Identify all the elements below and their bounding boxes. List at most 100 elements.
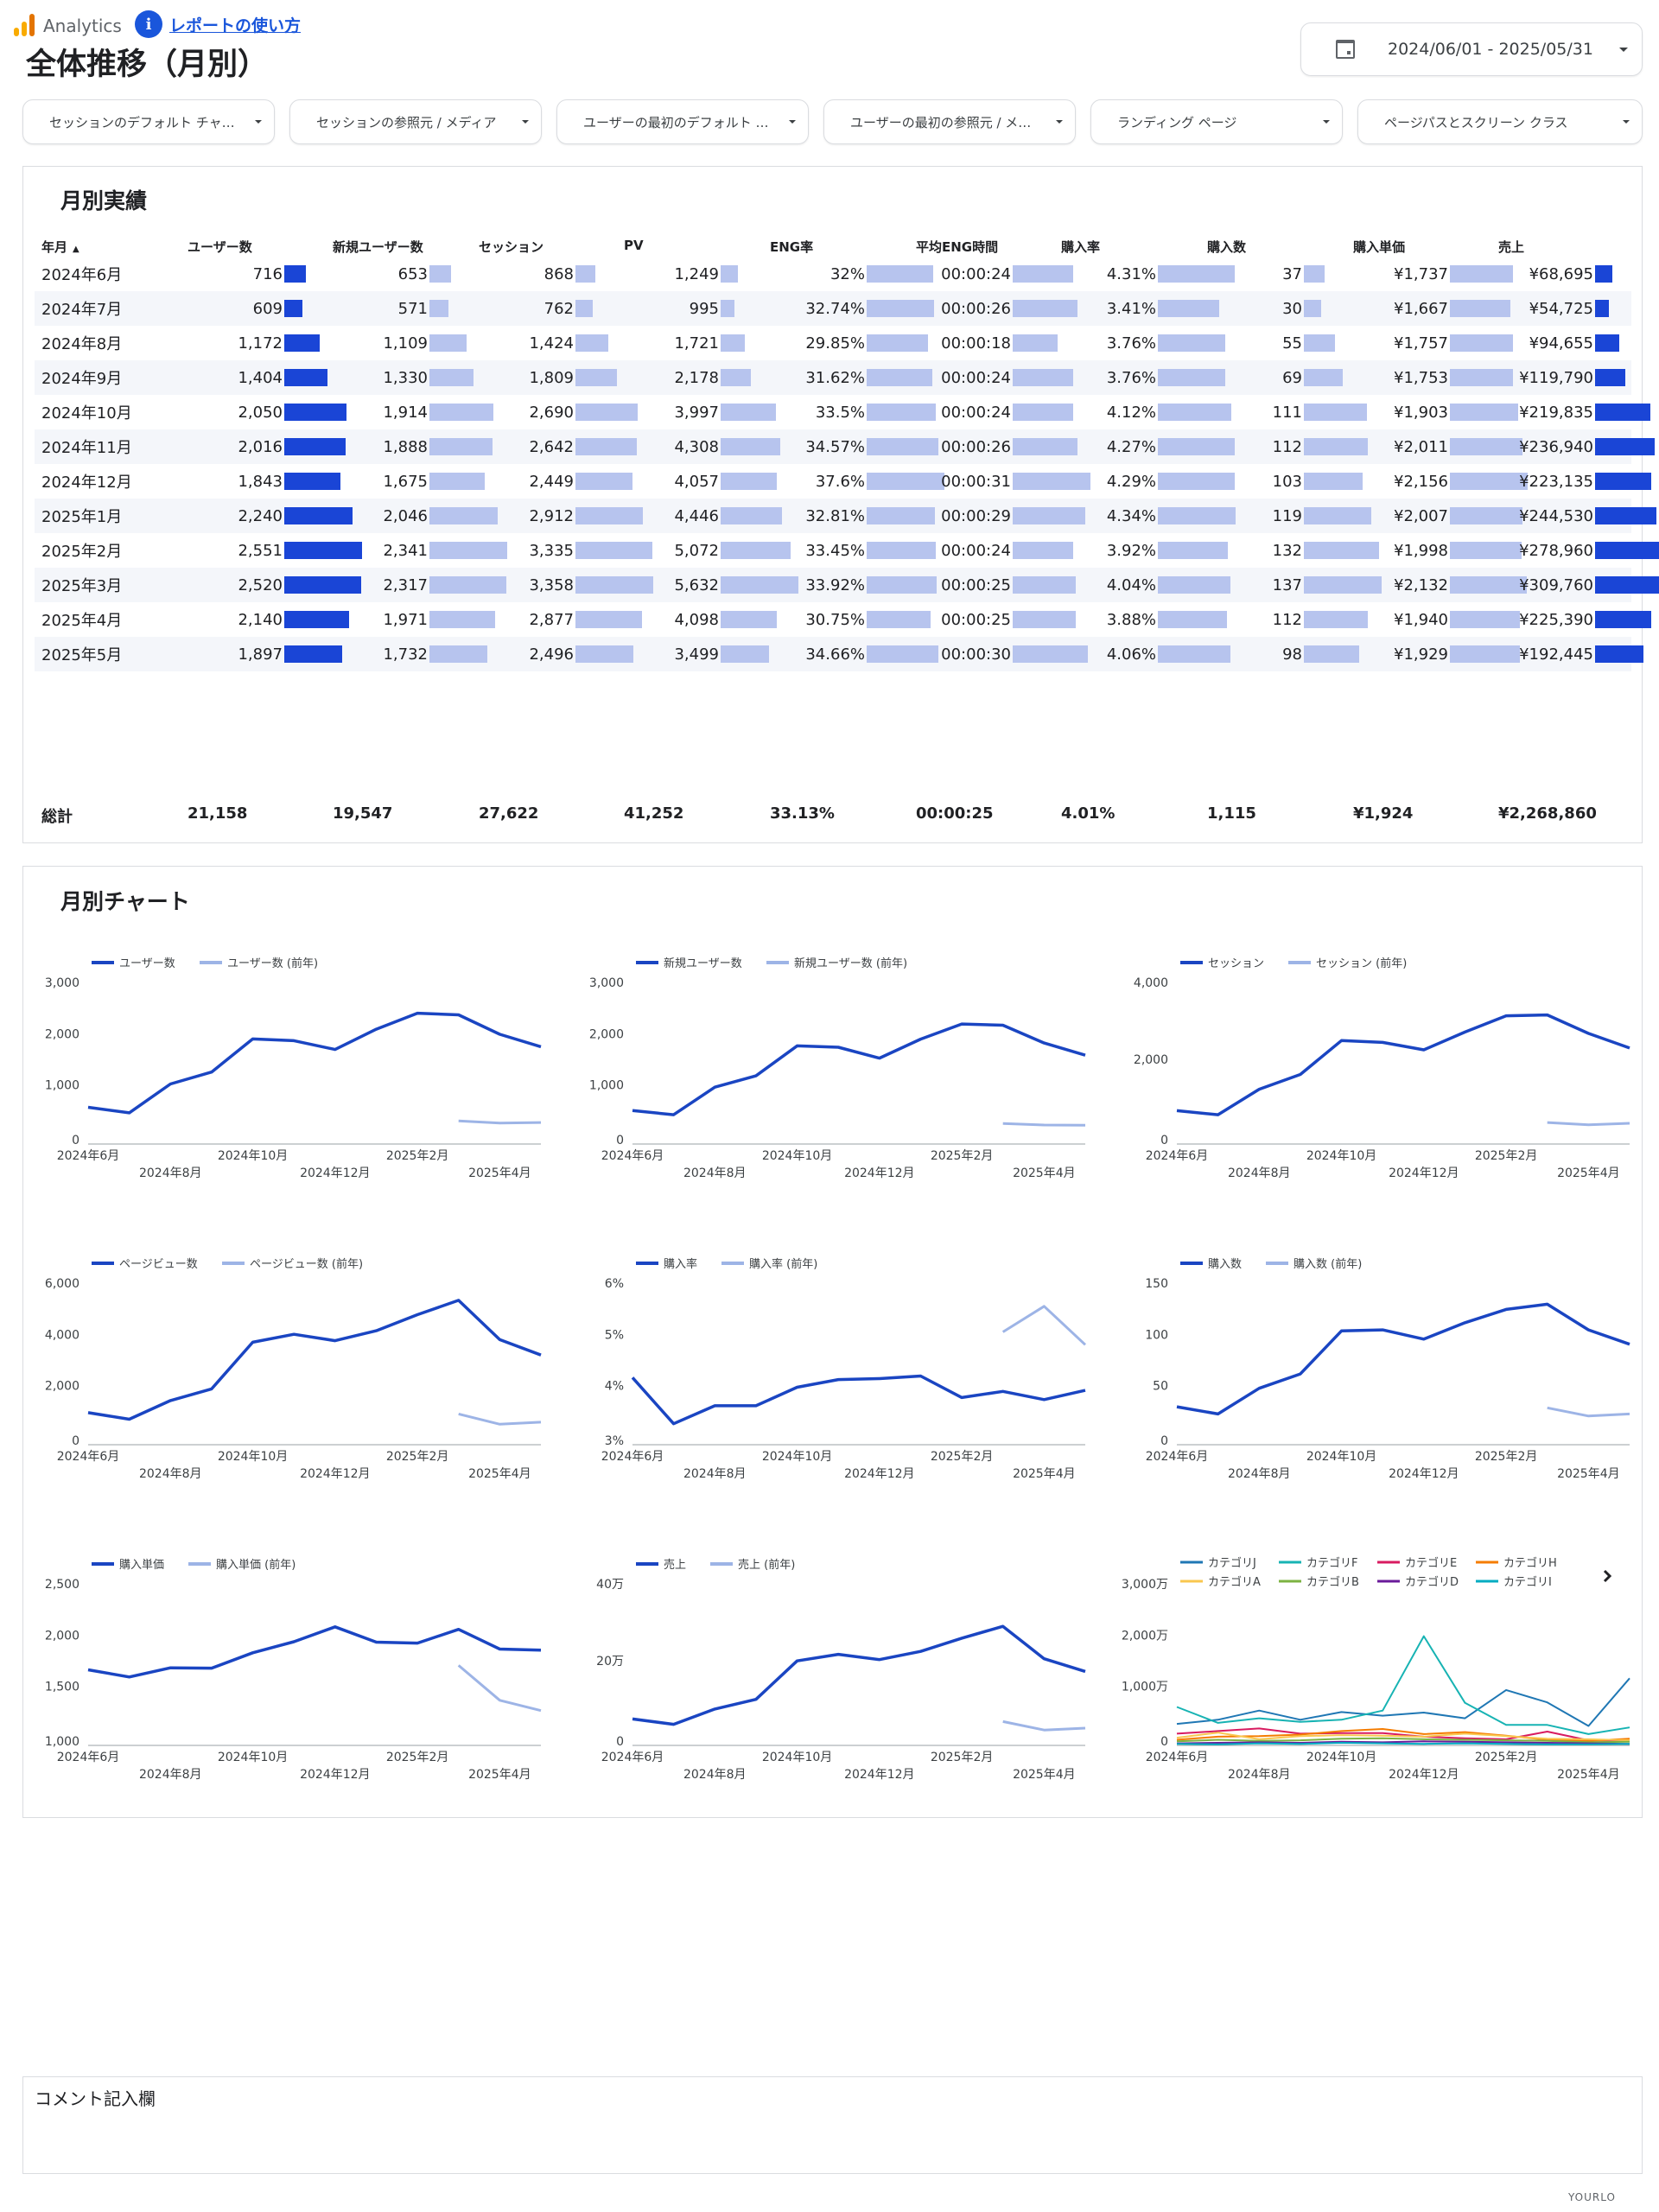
cell-cvr: 4.06% [1061, 637, 1230, 671]
x-tick-label: 2025年4月 [1013, 1166, 1076, 1180]
y-tick-label: 1,000 [589, 1079, 624, 1093]
column-header-revenue[interactable]: 売上 [1498, 238, 1524, 256]
help-link-group[interactable]: i レポートの使い方 [135, 10, 301, 38]
cell-data-bar [1158, 542, 1228, 559]
y-tick-label: 3,000 [589, 976, 624, 990]
monthly-line-chart: カテゴリJ カテゴリF カテゴリE カテゴリH カテゴリA カテゴリB カテゴリD カテゴリI… [1120, 1552, 1638, 1811]
column-header-new-users[interactable]: 新規ユーザー数 [333, 238, 423, 256]
x-tick-label: 2025年2月 [386, 1751, 449, 1764]
chevron-down-icon [1623, 120, 1630, 124]
y-tick-label: 0 [616, 1735, 624, 1749]
y-tick-label: 4,000 [1134, 976, 1168, 990]
cell-new-users: 1,888 [333, 429, 493, 464]
table-row[interactable]: 2025年5月 1,897 1,732 2,496 3,499 34.66% 00:00:3… [35, 637, 1643, 671]
date-range-picker[interactable]: 2024/06/01 - 2025/05/31 [1300, 22, 1643, 76]
cell-data-bar [721, 473, 777, 490]
cell-sessions: 1,809 [479, 360, 617, 395]
filter-page-path-screen-class[interactable]: ページパスとスクリーン クラス [1357, 99, 1643, 144]
filter-first-user-default-channel[interactable]: ユーザーの最初のデフォルト … [556, 99, 809, 144]
x-tick-label: 2024年12月 [1389, 1166, 1459, 1180]
column-header-eng-time[interactable]: 平均ENG時間 [916, 238, 998, 256]
cell-sessions: 1,424 [479, 326, 608, 360]
chart-svg: 売上 売上 (前年) 0 20万 40万 2024年6月 2024年10月 2025年2月 20… [596, 1558, 1086, 1782]
column-header-users[interactable]: ユーザー数 [188, 238, 252, 256]
cell-value: 34.66% [805, 645, 865, 664]
help-link[interactable]: レポートの使い方 [169, 16, 302, 35]
y-tick-label: 2,000 [45, 1629, 79, 1643]
column-header-purchases[interactable]: 購入数 [1207, 238, 1246, 256]
table-row[interactable]: 2024年7月 609 571 762 995 32.74% 00:00:26 3.41% 30… [35, 291, 1631, 326]
table-row[interactable]: 2025年1月 2,240 2,046 2,912 4,446 32.81% 00:00:2… [35, 499, 1656, 533]
cell-pv: 995 [624, 291, 734, 326]
cell-sessions: 3,335 [479, 533, 652, 568]
cell-data-bar [1158, 404, 1231, 421]
cell-eng-time: 00:00:26 [916, 429, 1077, 464]
cell-value: 1,109 [383, 334, 428, 353]
cell-revenue: ¥192,445 [1498, 637, 1643, 671]
table-row[interactable]: 2024年11月 2,016 1,888 2,642 4,308 34.57% 00:00:… [35, 429, 1655, 464]
y-tick-label: 1,500 [45, 1681, 79, 1694]
legend-next-page-icon[interactable] [1603, 1569, 1612, 1583]
cell-data-bar [575, 611, 642, 628]
column-header-month[interactable]: 年月 ▲ [41, 238, 79, 256]
cell-data-bar [721, 645, 769, 663]
filter-session-default-channel[interactable]: セッションのデフォルト チャ… [22, 99, 275, 144]
column-header-eng-rate[interactable]: ENG率 [770, 238, 813, 256]
cell-aov: ¥1,753 [1353, 360, 1513, 395]
filter-session-source-medium[interactable]: セッションの参照元 / メディア [289, 99, 542, 144]
y-tick-label: 0 [1160, 1735, 1168, 1749]
column-header-label: 新規ユーザー数 [333, 239, 423, 255]
cell-value: 00:00:18 [941, 334, 1011, 353]
cell-pv: 2,178 [624, 360, 751, 395]
cell-value: 30 [1282, 299, 1302, 318]
table-row[interactable]: 2024年12月 1,843 1,675 2,449 4,057 37.6% 00:00:3… [35, 464, 1651, 499]
cell-cvr: 3.88% [1061, 602, 1227, 637]
cell-eng-time: 00:00:31 [916, 464, 1090, 499]
cell-value: 4.34% [1106, 506, 1156, 525]
table-row[interactable]: 2024年10月 2,050 1,914 2,690 3,997 33.5% 00:00:2… [35, 395, 1650, 429]
table-row[interactable]: 2024年9月 1,404 1,330 1,809 2,178 31.62% 00:00:2… [35, 360, 1631, 395]
cell-value: 111 [1272, 403, 1302, 422]
cell-value: 1,172 [238, 334, 283, 353]
column-header-cvr[interactable]: 購入率 [1061, 238, 1100, 256]
table-row[interactable]: 2025年4月 2,140 1,971 2,877 4,098 30.75% 00:00:2… [35, 602, 1651, 637]
filter-first-user-source-medium[interactable]: ユーザーの最初の参照元 / メ… [823, 99, 1076, 144]
comment-panel[interactable] [22, 2076, 1643, 2174]
cell-value: 2,551 [238, 541, 283, 560]
info-icon[interactable]: i [135, 10, 162, 38]
cell-cvr: 4.29% [1061, 464, 1235, 499]
cell-data-bar [284, 611, 349, 628]
cell-data-bar [429, 300, 448, 317]
cell-value: 2,178 [674, 368, 719, 387]
column-header-label: ユーザー数 [188, 239, 252, 255]
cell-eng-time: 00:00:25 [916, 602, 1076, 637]
column-header-label: 年月 [41, 239, 68, 255]
series-line [87, 1011, 542, 1115]
cell-data-bar [1158, 369, 1225, 386]
column-header-label: 購入数 [1207, 239, 1247, 255]
column-header-aov[interactable]: 購入単価 [1353, 238, 1405, 256]
cell-value: 112 [1272, 437, 1302, 456]
column-header-pv[interactable]: PV [624, 238, 644, 253]
table-row[interactable]: 2025年3月 2,520 2,317 3,358 5,632 33.92% 00:00:2… [35, 568, 1659, 602]
series-line [1176, 1742, 1630, 1745]
cell-value: ¥1,757 [1394, 334, 1448, 353]
cell-data-bar [1450, 404, 1518, 421]
cell-value: 00:00:26 [941, 299, 1011, 318]
cell-data-bar [1013, 404, 1073, 421]
cell-value: 00:00:24 [941, 368, 1011, 387]
cell-aov: ¥1,903 [1353, 395, 1518, 429]
column-header-sessions[interactable]: セッション [479, 238, 543, 256]
cell-data-bar [1595, 300, 1609, 317]
filter-label: セッションの参照元 / メディア [316, 114, 497, 130]
table-row[interactable]: 2024年6月 716 653 868 1,249 32% 00:00:24 4.31% 37 ¥… [35, 257, 1631, 291]
table-row[interactable]: 2024年8月 1,172 1,109 1,424 1,721 29.85% 00:00:1… [35, 326, 1631, 360]
cell-revenue: ¥278,960 [1498, 533, 1659, 568]
filter-landing-page[interactable]: ランディング ページ [1090, 99, 1343, 144]
cell-month: 2024年12月 [41, 474, 132, 492]
table-row[interactable]: 2025年2月 2,551 2,341 3,335 5,072 33.45% 00:00:2… [35, 533, 1659, 568]
cell-value: 4,098 [674, 610, 719, 629]
cell-data-bar [284, 265, 306, 283]
sort-ascending-icon: ▲ [73, 245, 79, 254]
y-tick-label: 2,000 [589, 1027, 624, 1041]
